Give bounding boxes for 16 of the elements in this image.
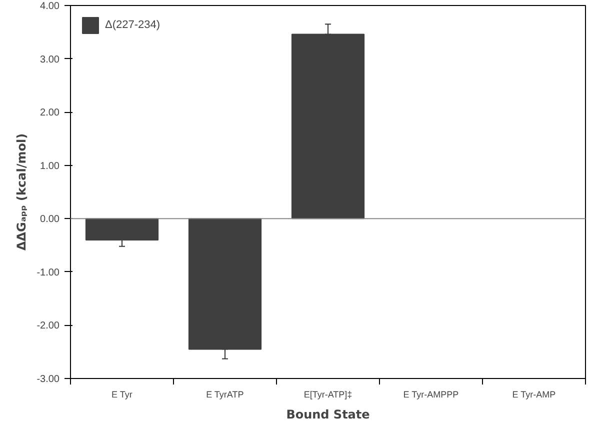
y-tick-label: -2.00 bbox=[36, 320, 60, 332]
y-tick-label: -1.00 bbox=[36, 267, 60, 278]
y-tick-label: 3.00 bbox=[40, 54, 60, 66]
y-tick-label: 0.00 bbox=[40, 214, 60, 226]
y-axis-title: ΔΔGₐₚₚ (kcal/mol) bbox=[14, 133, 29, 251]
y-tick-label: -3.00 bbox=[36, 374, 60, 385]
x-tick-label: E[Tyr-ATP]‡ bbox=[304, 390, 352, 400]
y-tick-label: 4.00 bbox=[40, 1, 60, 12]
y-tick-label: 2.00 bbox=[40, 108, 60, 119]
legend-label: Δ(227-234) bbox=[105, 19, 160, 31]
x-axis-title: Bound State bbox=[286, 408, 370, 422]
y-tick-label: 1.00 bbox=[40, 160, 60, 172]
x-tick-label: E Tyr-AMPPP bbox=[403, 390, 459, 400]
x-tick-label: E TyrATP bbox=[206, 390, 244, 400]
x-tick-label: E Tyr bbox=[112, 390, 132, 400]
x-tick-label: E Tyr-AMP bbox=[512, 390, 556, 400]
